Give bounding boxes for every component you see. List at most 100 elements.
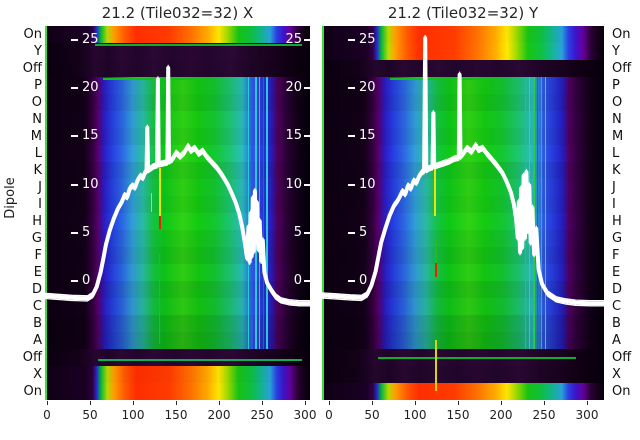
dipole-label: H — [612, 214, 622, 229]
heatmap-row — [45, 349, 310, 366]
xtick-mark — [262, 401, 263, 405]
ytick-dash-right — [304, 39, 311, 41]
xtick-label: 200 — [489, 408, 513, 422]
xtick-label: 250 — [532, 408, 556, 422]
xtick-label: 50 — [82, 408, 98, 422]
feature-vline — [434, 168, 437, 216]
dipole-label: M — [612, 129, 624, 144]
ytick-label: 5 — [359, 224, 368, 240]
dipole-label: D — [612, 282, 623, 297]
ytick-label: 0 — [359, 273, 368, 288]
ytick-dash — [348, 231, 355, 234]
heatmap-row — [45, 366, 310, 383]
dipole-label: Off — [22, 350, 42, 365]
feature-vline — [158, 168, 161, 216]
feature-vline — [262, 77, 265, 349]
feature-vline — [247, 77, 250, 349]
ytick-dash — [348, 135, 355, 138]
bandpass-curve — [320, 34, 606, 307]
heatmap-row — [45, 162, 310, 179]
xtick-label: 200 — [207, 408, 231, 422]
feature-vline — [544, 77, 547, 349]
dipole-label: I — [612, 197, 616, 212]
ytick-dash-right — [304, 280, 311, 282]
heatmap-row — [45, 332, 310, 349]
bandpass-trace — [321, 34, 605, 302]
dipole-label: C — [32, 299, 42, 314]
heatmap-row — [45, 196, 310, 213]
ytick-dash — [71, 231, 78, 234]
xtick-label: 150 — [164, 408, 188, 422]
ytick-label-right: 5 — [293, 224, 302, 240]
dipole-label: X — [612, 367, 621, 382]
ytick-label: 15 — [82, 128, 99, 144]
xtick-mark — [458, 401, 459, 405]
dipole-label: G — [612, 231, 623, 246]
xtick-mark — [415, 401, 416, 405]
dipole-labels-left: On Y Off P O N M L K J I H G F E D C B A Off X On — [0, 26, 42, 400]
dipole-label: F — [612, 248, 620, 263]
heatmap-row — [45, 315, 310, 332]
dipole-label: I — [38, 197, 42, 212]
dipole-label: J — [38, 180, 42, 195]
xtick-mark — [133, 401, 134, 405]
dipole-label: On — [612, 27, 631, 42]
ytick-label: 5 — [82, 224, 91, 240]
xtick-label: 0 — [325, 408, 333, 422]
feature-vline — [434, 263, 437, 277]
dipole-label: B — [612, 316, 621, 331]
heatmap-panel-x: 25 25 20 20 15 15 10 10 5 5 0 0 — [43, 26, 312, 400]
dipole-label: E — [33, 265, 42, 280]
dipole-labels-right: On Y Off P O N M L K J I H G F E D C B A Off X On — [612, 26, 640, 400]
heatmap-row — [45, 43, 310, 60]
feature-vline — [434, 240, 437, 263]
ytick-dash — [71, 87, 78, 90]
dipole-label: Off — [612, 61, 632, 76]
xtick-label: 150 — [446, 408, 470, 422]
heatmap-row — [45, 111, 310, 128]
feature-vline — [45, 26, 47, 400]
ytick-label: 10 — [82, 176, 99, 192]
xtick-mark — [176, 401, 177, 405]
xtick-label: 50 — [364, 408, 380, 422]
right-panel-title: 21.2 (Tile032=32) Y — [387, 4, 539, 22]
xtick-label: 100 — [403, 408, 427, 422]
dipole-label: On — [612, 384, 631, 399]
dipole-label: On — [23, 27, 42, 42]
ytick-label-right: 10 — [285, 176, 302, 192]
ytick-dash — [348, 87, 355, 90]
heatmap-row — [45, 128, 310, 145]
dipole-label: D — [31, 282, 42, 297]
ytick-dash-right — [304, 231, 311, 234]
dipole-label: N — [612, 112, 622, 127]
xtick-label: 300 — [575, 408, 599, 422]
xtick-label: 300 — [293, 408, 317, 422]
ytick-label: 15 — [359, 128, 376, 144]
feature-vline — [150, 193, 153, 212]
xtick-label: 250 — [250, 408, 274, 422]
heatmap-row — [322, 366, 604, 383]
feature-vline — [540, 77, 543, 349]
heatmap-row — [322, 383, 604, 400]
bandpass-trace — [321, 36, 605, 303]
xtick-mark — [329, 401, 330, 405]
xtick-label: 0 — [43, 408, 51, 422]
ytick-dash-right — [304, 183, 311, 186]
dipole-label: P — [34, 78, 42, 93]
dipole-label: C — [612, 299, 622, 314]
ytick-dash — [348, 183, 355, 186]
feature-hline — [378, 357, 576, 359]
ytick-label: 0 — [82, 273, 91, 288]
heatmap-row — [45, 179, 310, 196]
xtick-mark — [501, 401, 502, 405]
dipole-label: On — [23, 384, 42, 399]
feature-vline — [159, 216, 162, 229]
dipole-label: E — [612, 265, 621, 280]
heatmap-row — [322, 43, 604, 60]
dipole-label: M — [30, 129, 42, 144]
dipole-label: Y — [612, 44, 620, 59]
ytick-label-right: 25 — [285, 32, 302, 47]
heatmap-row — [45, 281, 310, 298]
ytick-dash — [71, 39, 78, 41]
xtick-mark — [219, 401, 220, 405]
